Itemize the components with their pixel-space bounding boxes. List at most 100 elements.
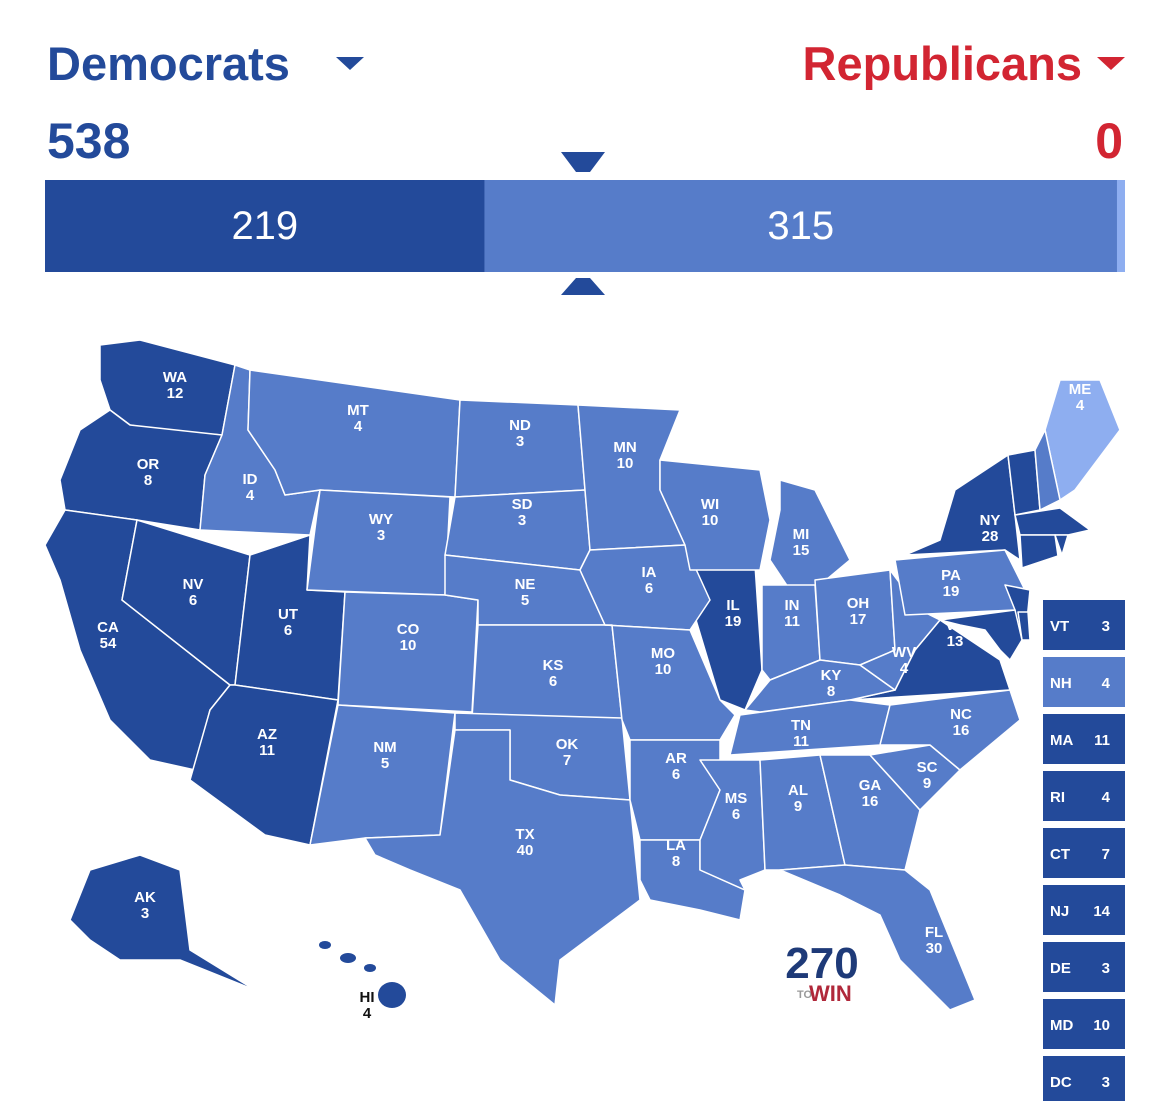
state-votes: 8 [144,472,152,489]
bar-segment [45,180,485,272]
state-abbr: SD [512,496,533,513]
state-abbr: MI [793,526,810,543]
state-abbr: WY [369,511,393,528]
state-votes: 10 [617,455,634,472]
bar-label: 219 [231,204,298,248]
state-votes: 6 [645,580,653,597]
state-island [319,941,331,949]
state-abbr: OR [137,456,160,473]
state-votes: 10 [655,661,672,678]
state[interactable] [879,689,1021,771]
state-abbr: NH [1050,675,1072,692]
state-votes: 4 [354,418,363,435]
state-votes: 4 [246,487,255,504]
state[interactable] [1019,534,1059,569]
state-abbr: MT [347,402,369,419]
state-votes: 3 [1102,618,1110,635]
state-votes: 3 [516,433,524,450]
state-island [364,964,376,972]
state-abbr: KS [543,657,564,674]
state-abbr: WI [701,496,719,513]
state-votes: 16 [862,793,879,810]
state-island [378,982,406,1008]
state-votes: 16 [953,722,970,739]
state[interactable] [59,409,223,531]
state[interactable] [769,479,851,591]
bar-segment [484,180,1117,272]
state-votes: 14 [1093,903,1110,920]
state[interactable] [1054,534,1069,556]
left-party[interactable]: Democrats [47,37,290,90]
state[interactable] [904,454,1021,561]
state-abbr: MN [613,439,636,456]
state-abbr: DC [1050,1074,1072,1091]
dropdown-arrow[interactable] [336,57,364,70]
state-abbr: VT [1050,618,1069,635]
state-abbr: PA [941,567,961,584]
right-party[interactable]: Republicans [803,37,1082,90]
state-abbr: DE [1050,960,1071,977]
state-box[interactable] [1043,714,1125,764]
state-votes: 10 [400,637,417,654]
state-abbr: OH [847,595,870,612]
state-votes: 13 [947,633,964,650]
state-votes: 4 [1076,397,1085,414]
state-abbr: AK [134,889,156,906]
state-box[interactable] [1043,657,1125,707]
state-votes: 6 [284,622,292,639]
state-box[interactable] [1043,942,1125,992]
state[interactable] [1034,429,1061,511]
state-box[interactable] [1043,600,1125,650]
logo-win: WIN [809,981,852,1006]
state-abbr: WV [892,644,916,661]
left-total: 538 [47,113,130,169]
state[interactable] [659,459,771,571]
state-abbr: CO [397,621,420,638]
state-votes: 6 [549,673,557,690]
state-abbr: MO [651,645,675,662]
state-votes: 10 [1093,1017,1110,1034]
state-abbr: RI [1050,789,1065,806]
state[interactable] [779,864,976,1011]
state-box[interactable] [1043,771,1125,821]
state-box[interactable] [1043,885,1125,935]
state-votes: 19 [725,613,742,630]
dropdown-arrow[interactable] [1097,57,1125,70]
state-votes: 5 [521,592,529,609]
state-box[interactable] [1043,828,1125,878]
state-votes: 9 [794,798,802,815]
state-abbr: NE [515,576,536,593]
state[interactable] [337,591,479,713]
state-box[interactable] [1043,999,1125,1049]
state[interactable] [819,754,921,871]
state-abbr: AL [788,782,808,799]
midpoint-marker [561,152,605,172]
state-votes: 40 [517,842,534,859]
state-box[interactable] [1043,1056,1125,1101]
state-votes: 4 [900,660,909,677]
state-abbr: WA [163,369,187,386]
state-island [340,953,356,963]
state-abbr: IL [726,597,739,614]
state-votes: 3 [1102,960,1110,977]
state-abbr: OK [556,736,579,753]
state[interactable] [939,609,1023,661]
state-abbr: NY [980,512,1001,529]
state-votes: 7 [1102,846,1110,863]
state[interactable] [189,684,339,846]
state-votes: 7 [563,752,571,769]
state-votes: 4 [1102,675,1111,692]
state-votes: 12 [167,385,184,402]
state-votes: 6 [732,806,740,823]
state[interactable] [69,854,256,991]
state-abbr: CT [1050,846,1070,863]
logo: 270 TO WIN [785,939,858,1006]
state-abbr: NC [950,706,972,723]
state-votes: 6 [672,766,680,783]
state-votes: 30 [926,940,943,957]
state-abbr: NM [373,739,396,756]
state[interactable] [1014,507,1091,536]
state-abbr: KY [821,667,842,684]
state[interactable] [364,729,641,1006]
